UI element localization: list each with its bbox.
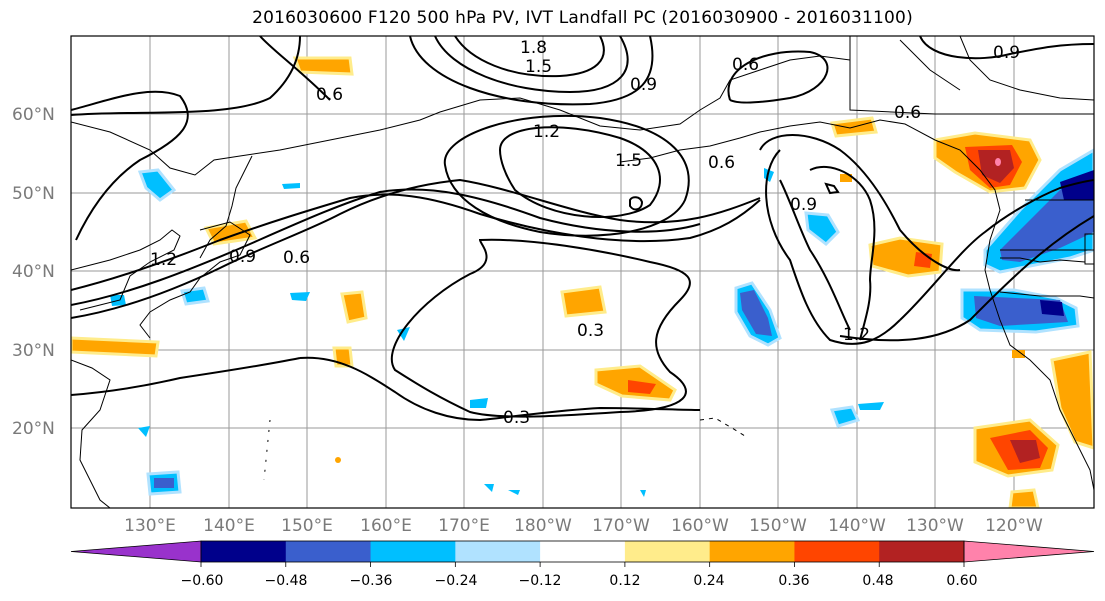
contour-label: 1.2 <box>533 122 560 142</box>
contour-label: 1.2 <box>843 325 870 345</box>
negative-anomaly-shading <box>110 148 1094 497</box>
colorbar-tick-label: 0.36 <box>778 573 809 589</box>
colorbar-swatch <box>794 541 880 562</box>
lon-label: 170°E <box>438 516 490 536</box>
contour-label: 0.9 <box>790 195 817 215</box>
lat-label: 60°N <box>12 105 55 125</box>
colorbar-extend-max <box>963 540 1095 563</box>
colorbar-swatch <box>455 541 541 562</box>
colorbar-swatch <box>709 541 795 562</box>
figure-title: 2016030600 F120 500 hPa PV, IVT Landfall… <box>252 8 913 28</box>
contour-label: 0.3 <box>577 321 604 341</box>
lon-label: 150°E <box>281 516 333 536</box>
lon-label: 150°W <box>749 516 807 536</box>
coastlines <box>71 36 1094 508</box>
lat-label: 50°N <box>12 184 55 204</box>
contour-label: 1.5 <box>615 151 642 171</box>
contour-label: 0.9 <box>630 75 657 95</box>
lon-label: 140°W <box>828 516 886 536</box>
colorbar-tick-label: −0.24 <box>435 573 478 589</box>
colorbar-tick-label: −0.12 <box>519 573 562 589</box>
colorbar-swatch <box>370 541 456 562</box>
lon-label: 140°E <box>203 516 255 536</box>
latitude-labels: 60°N 50°N 40°N 30°N 20°N <box>12 105 55 439</box>
contour-label: 1.5 <box>525 57 552 77</box>
contour-label: 0.6 <box>732 55 759 75</box>
colorbar-swatch <box>879 541 965 562</box>
colorbar-swatch <box>624 541 711 562</box>
contour-label: 0.9 <box>993 43 1020 63</box>
colorbar-tick-label: −0.60 <box>181 573 224 589</box>
colorbar-extend-min <box>70 540 202 563</box>
colorbar-swatches <box>70 540 1095 563</box>
contour-label: 0.9 <box>229 247 256 267</box>
lon-label: 180°W <box>514 516 572 536</box>
contour-label: 0.6 <box>316 85 343 105</box>
positive-anomaly-shading <box>71 56 1094 508</box>
contour-label: 0.6 <box>894 103 921 123</box>
colorbar-swatch <box>540 541 626 562</box>
contour-label: 0.6 <box>283 248 310 268</box>
lat-label: 20°N <box>12 419 55 439</box>
colorbar-tick-labels: −0.60 −0.48 −0.36 −0.24 −0.12 0.12 0.24 … <box>181 573 978 589</box>
contour-label: 0.6 <box>708 153 735 173</box>
colorbar-tick-label: 0.48 <box>862 573 893 589</box>
contour-label: 1.8 <box>520 38 547 58</box>
colorbar-ticks <box>200 562 965 567</box>
lon-label: 120°W <box>985 516 1043 536</box>
colorbar-tick-label: 0.24 <box>693 573 724 589</box>
pv-contours <box>71 36 1094 422</box>
colorbar-swatch <box>285 541 372 562</box>
lon-label: 170°W <box>592 516 650 536</box>
map-frame <box>70 35 1095 509</box>
colorbar-tick-label: 0.60 <box>946 573 977 589</box>
colorbar-frame <box>200 540 965 563</box>
contour-label: 1.2 <box>150 250 177 270</box>
lat-label: 30°N <box>12 341 55 361</box>
contour-label: 0.3 <box>503 408 530 428</box>
colorbar-tick-label: 0.12 <box>609 573 640 589</box>
lon-label: 130°E <box>124 516 176 536</box>
lon-label: 160°E <box>360 516 412 536</box>
contour-labels: 1.8 1.5 0.9 0.6 0.9 0.6 1.2 1.5 0.6 0.6 … <box>150 38 1020 428</box>
graticule <box>71 36 1094 508</box>
colorbar-swatch <box>201 541 287 562</box>
lat-label: 40°N <box>12 262 55 282</box>
lon-label: 130°W <box>906 516 964 536</box>
colorbar-tick-label: −0.36 <box>350 573 393 589</box>
lon-label: 160°W <box>671 516 729 536</box>
colorbar-tick-label: −0.48 <box>265 573 308 589</box>
longitude-labels: 130°E 140°E 150°E 160°E 170°E 180°W 170°… <box>124 516 1043 536</box>
colorbar: −0.60 −0.48 −0.36 −0.24 −0.12 0.12 0.24 … <box>70 540 1095 589</box>
